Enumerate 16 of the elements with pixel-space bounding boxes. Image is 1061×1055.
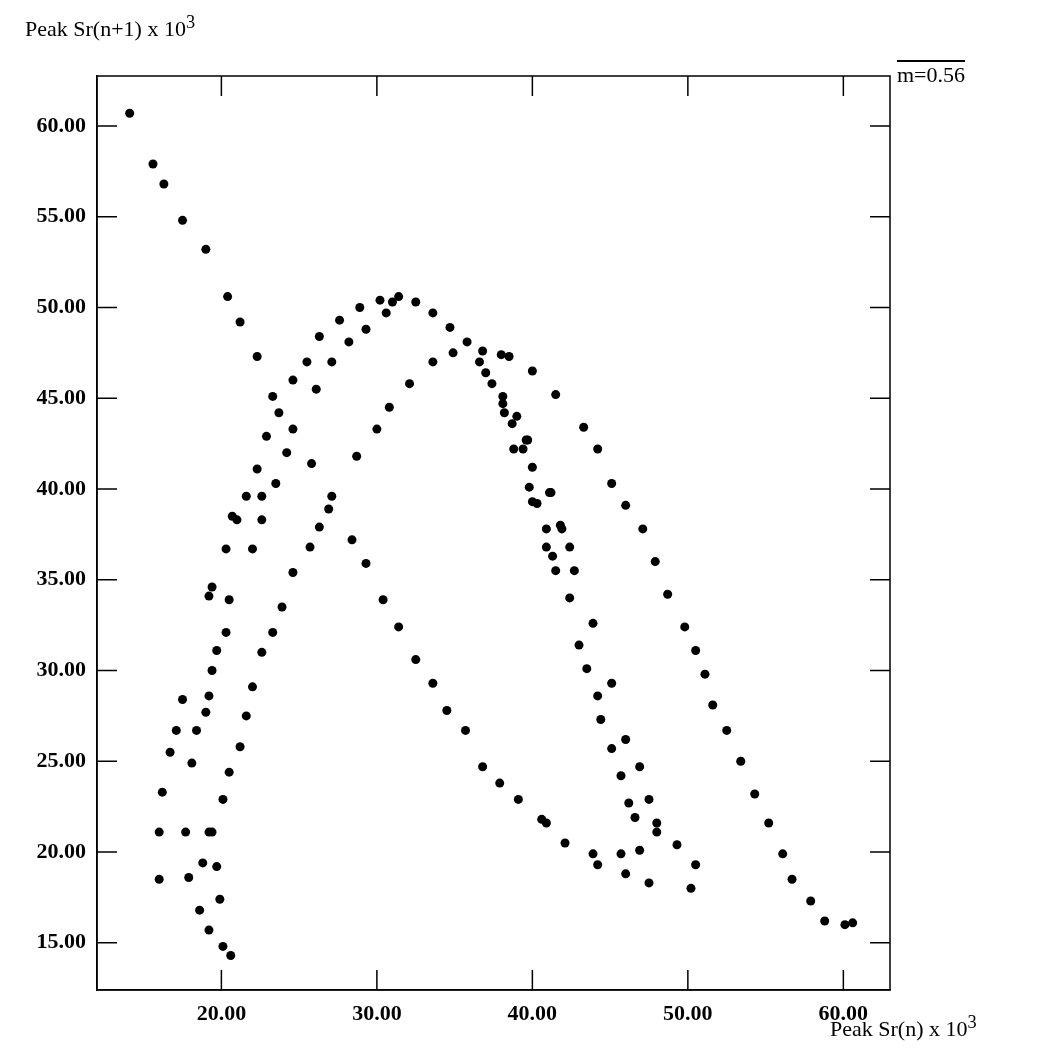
text: m=0.56 (897, 62, 966, 88)
y-tick-label: 35.00 (36, 565, 86, 591)
y-tick-label: 55.00 (36, 202, 86, 228)
x-tick-label: 40.00 (507, 999, 558, 1025)
x-tick-label: 50.00 (663, 999, 713, 1025)
y-tick-label: 20.00 (36, 837, 86, 863)
y-axis-title: Peak Sr(n+1) x 10$^{3}$ (25, 12, 196, 43)
y-tick-label: 60.00 (36, 111, 86, 137)
y-tick-label: 50.00 (36, 293, 86, 319)
y-tick-label: 40.00 (36, 474, 86, 500)
x-tick-label: 30.00 (352, 999, 402, 1025)
y-tick-label: 30.00 (36, 656, 86, 682)
y-tick-label: 15.00 (36, 928, 86, 954)
y-tick-label: 25.00 (36, 746, 86, 772)
y-tick-label: 45.00 (36, 383, 86, 409)
x-tick-label: 20.00 (196, 999, 247, 1025)
